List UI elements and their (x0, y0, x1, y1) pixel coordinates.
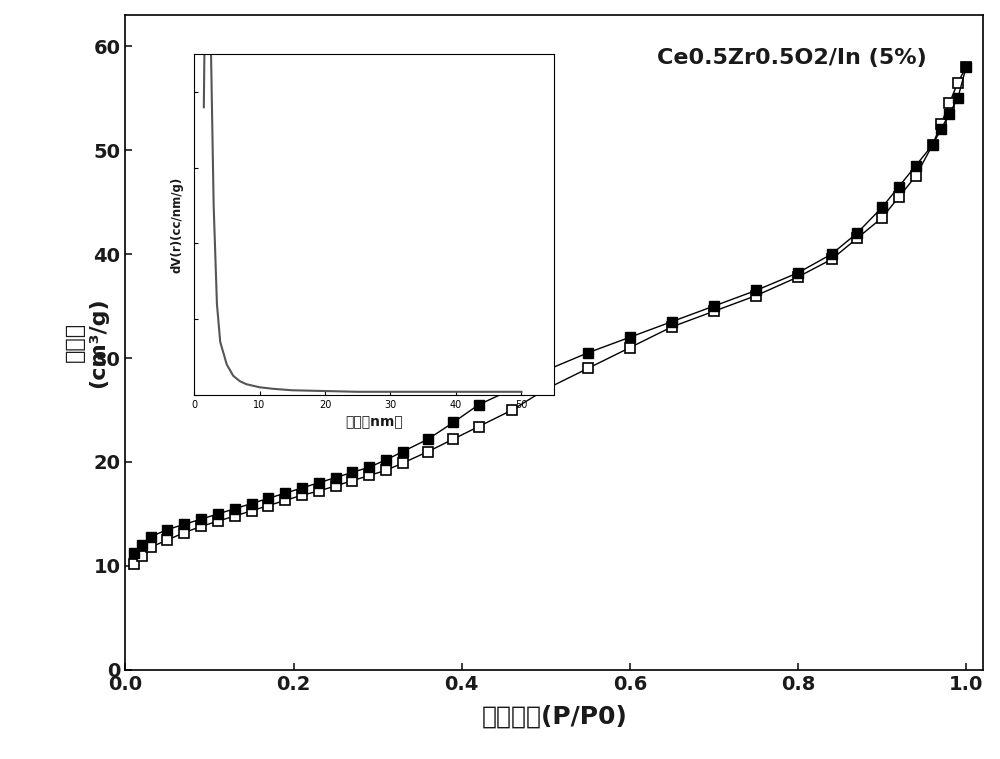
X-axis label: 相对压力(P/P0): 相对压力(P/P0) (481, 705, 627, 729)
Text: Ce0.5Zr0.5O2/In (5%): Ce0.5Zr0.5O2/In (5%) (657, 48, 927, 68)
Y-axis label: 吸附量
(cm³/g): 吸附量 (cm³/g) (65, 297, 108, 388)
